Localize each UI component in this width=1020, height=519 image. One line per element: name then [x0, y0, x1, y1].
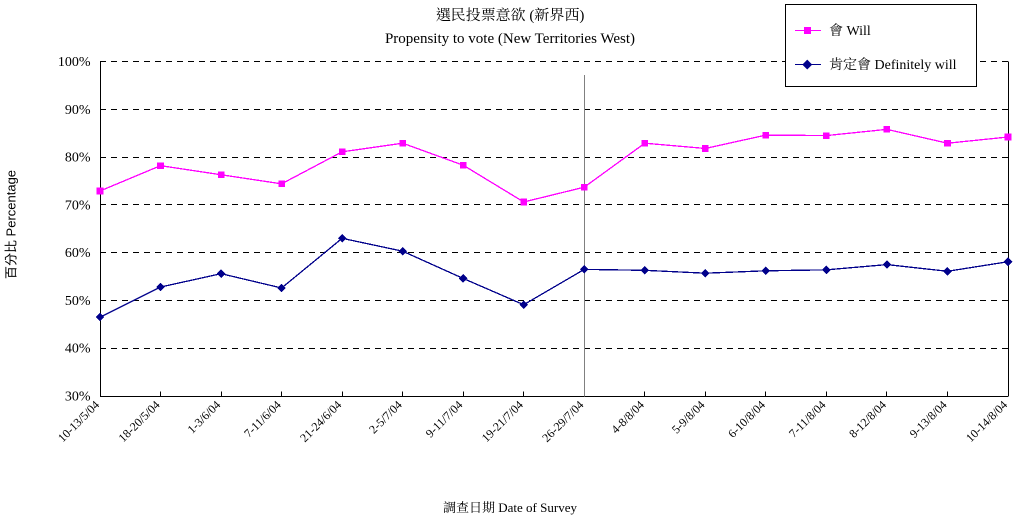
svg-text:90%: 90%	[65, 103, 91, 118]
svg-text:60%: 60%	[65, 246, 91, 261]
svg-text:40%: 40%	[65, 342, 91, 357]
svg-text:70%: 70%	[65, 198, 91, 213]
svg-text:80%: 80%	[65, 151, 91, 166]
svg-text:50%: 50%	[65, 294, 91, 309]
svg-text:100%: 100%	[58, 55, 91, 70]
